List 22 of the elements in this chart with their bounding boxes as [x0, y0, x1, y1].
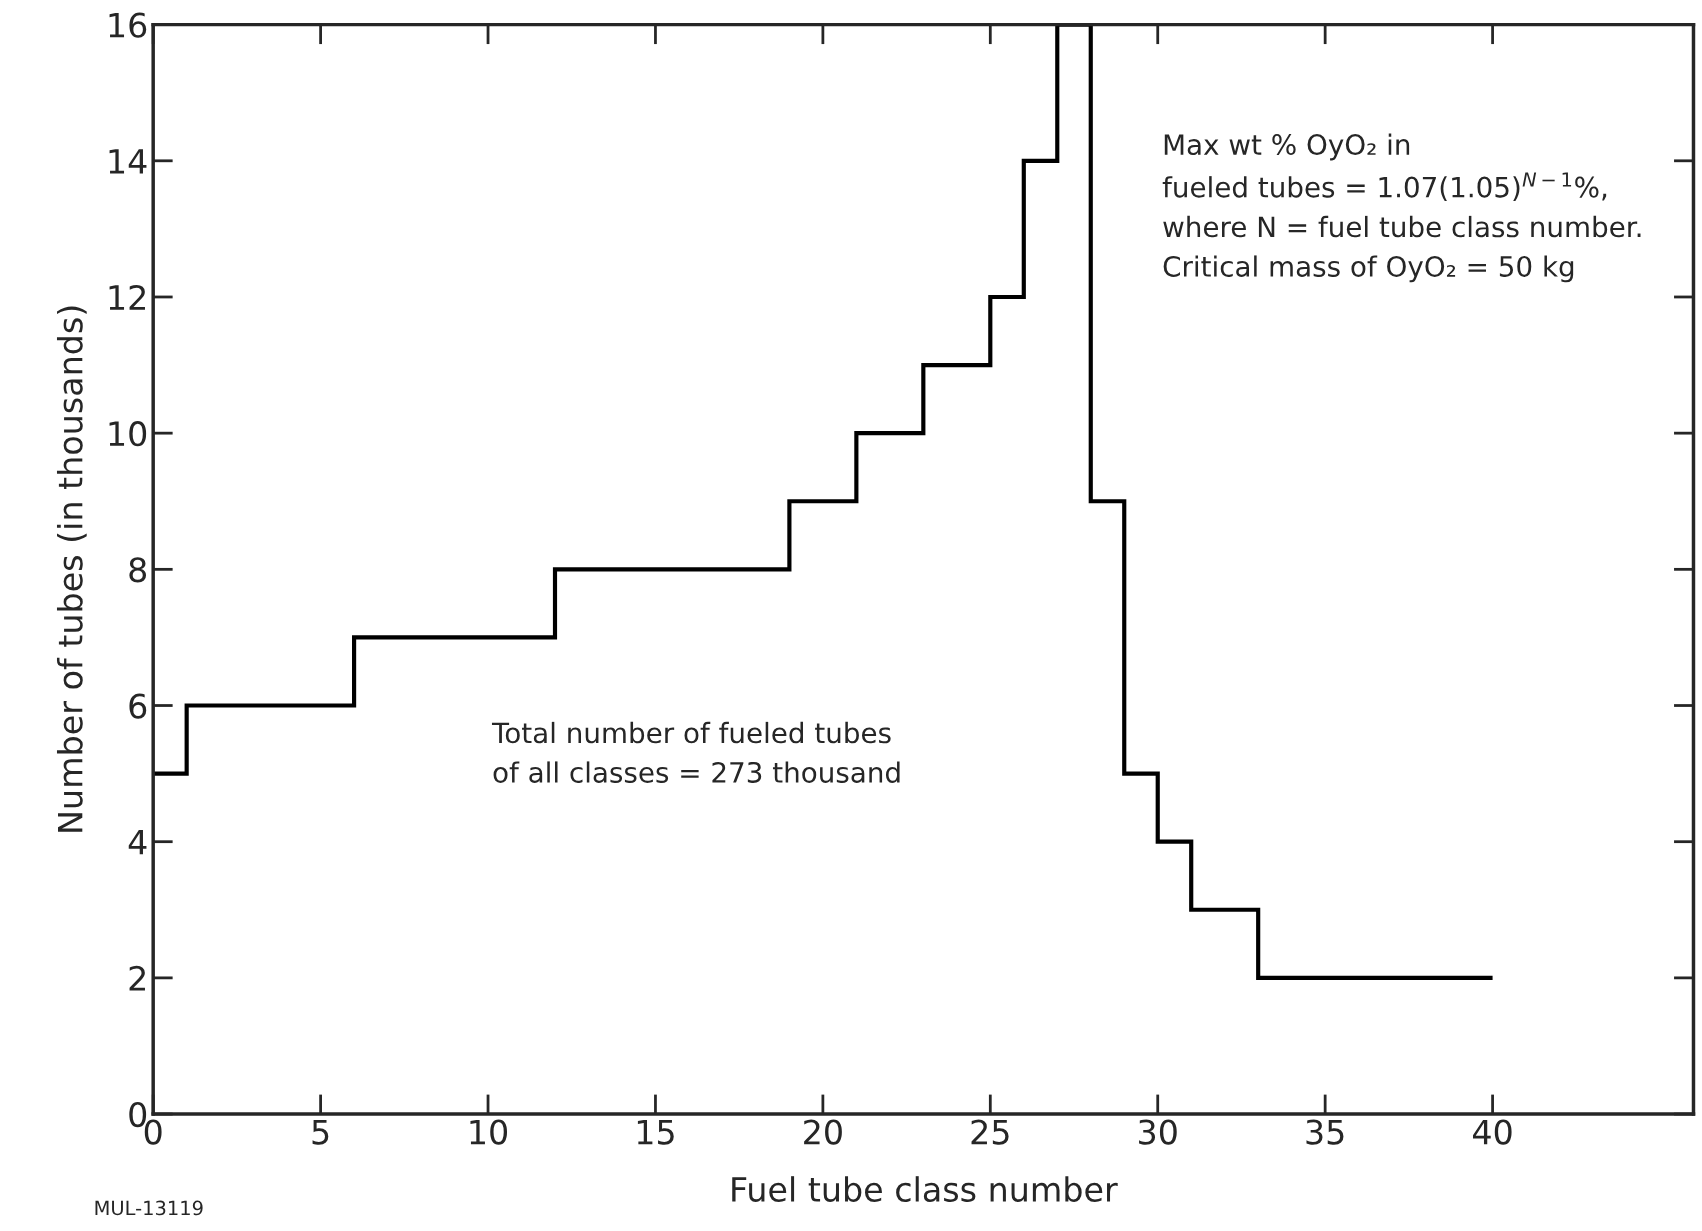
y-tick-label: 8 [129, 557, 147, 583]
y-tick-label: 6 [129, 693, 147, 719]
y-tick-label: 10 [109, 421, 147, 447]
x-tick-label: 35 [1306, 1119, 1344, 1145]
y-tick-label: 0 [129, 1101, 147, 1128]
x-tick-label: 30 [1139, 1119, 1177, 1145]
y-tick-label: 12 [109, 284, 145, 310]
annotation: Max wt % OyO₂ in fueled tubes = 1.07(1.05)$^{N−1}$%, where N = fuel tube class number. Critical mass of OyO₂ = 50 kg [1162, 133, 1641, 283]
x-tick-label: 40 [1473, 1119, 1512, 1145]
annotation: Total number of fueled tubes of all classes = 273 thousand [491, 721, 900, 783]
y-axis-title: Number of tubes (in thousands) [56, 306, 87, 832]
x-axis-title: Fuel tube class number [732, 1176, 1118, 1202]
y-tick-label: 4 [128, 830, 147, 855]
x-tick-label: 15 [637, 1119, 674, 1145]
y-tick-label: 16 [109, 12, 147, 38]
y-tick-label: 14 [109, 149, 147, 174]
text: MUL-13119 [95, 1200, 203, 1216]
y-tick-label: 2 [129, 965, 145, 991]
x-tick-label: 20 [804, 1119, 842, 1145]
x-tick-label: 10 [470, 1119, 508, 1145]
x-tick-label: 25 [971, 1119, 1009, 1145]
x-tick-label: 5 [312, 1119, 329, 1145]
